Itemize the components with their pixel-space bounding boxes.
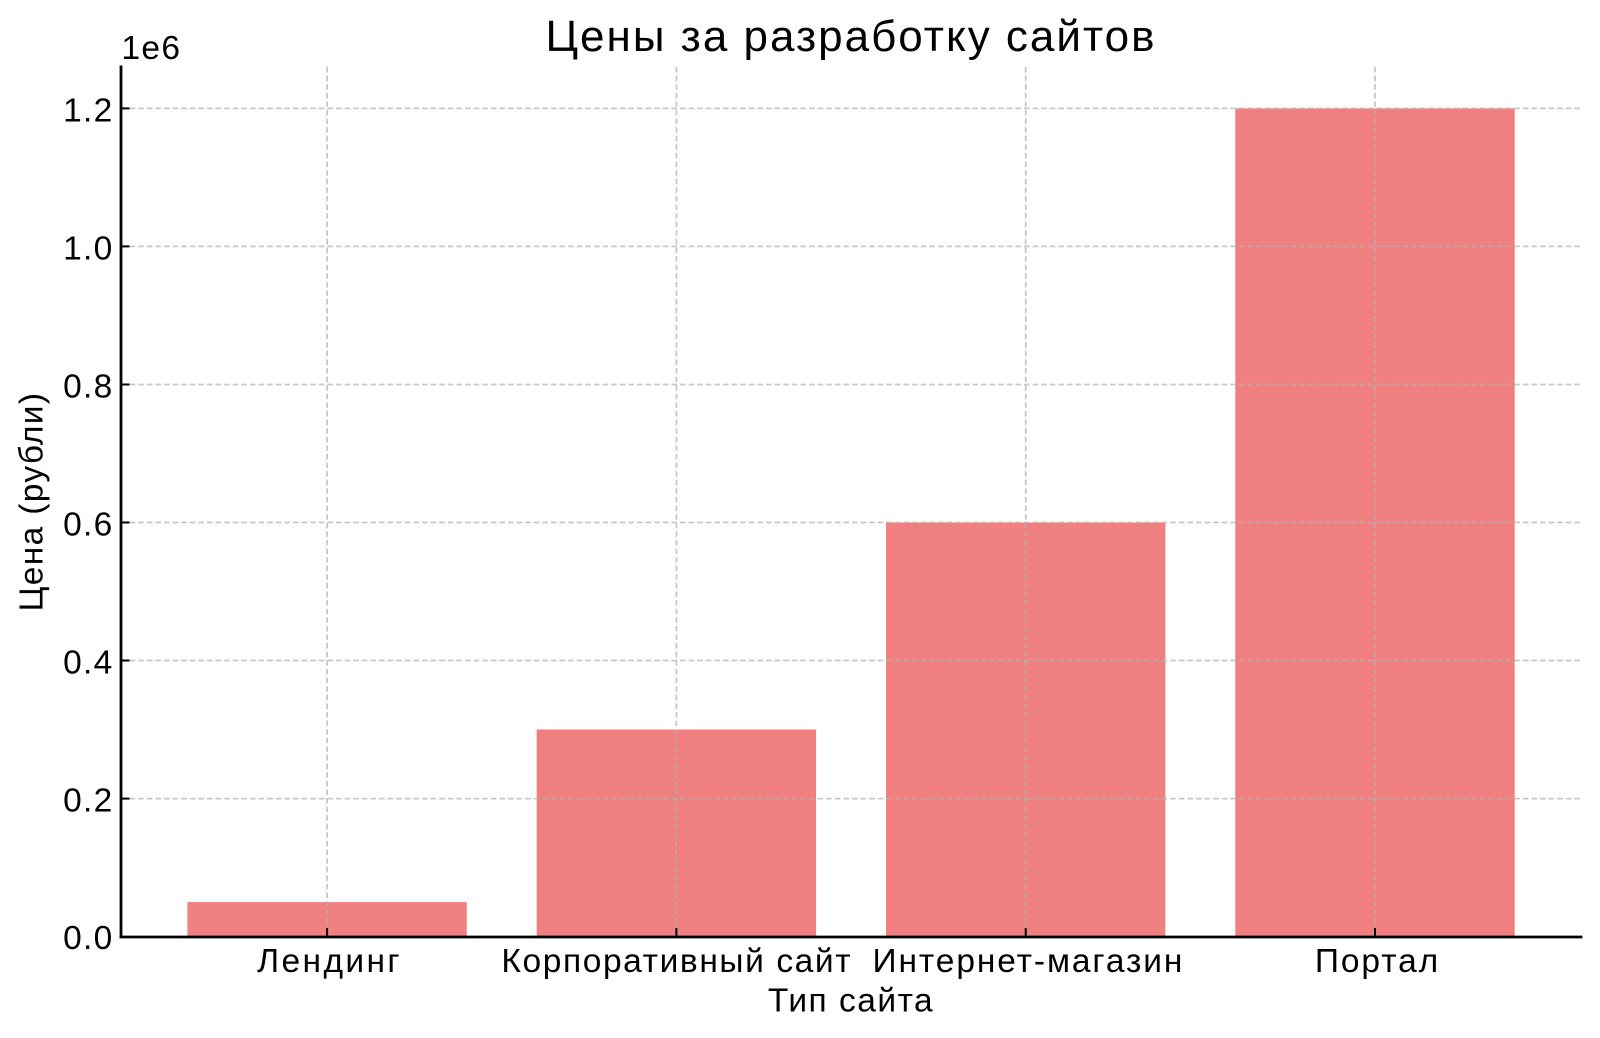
svg-text:0.4: 0.4 (63, 645, 113, 682)
svg-text:0.2: 0.2 (63, 783, 113, 820)
svg-text:1.0: 1.0 (63, 230, 113, 267)
svg-text:Корпоративный сайт: Корпоративный сайт (501, 943, 852, 980)
svg-text:Лендинг: Лендинг (257, 943, 402, 980)
svg-text:1e6: 1e6 (122, 30, 182, 67)
svg-text:0.8: 0.8 (63, 369, 113, 406)
svg-text:Цены за разработку сайтов: Цены за разработку сайтов (546, 12, 1157, 61)
svg-text:0.0: 0.0 (63, 920, 113, 957)
svg-text:Портал: Портал (1315, 943, 1440, 980)
svg-text:1.2: 1.2 (63, 92, 113, 129)
svg-text:Интернет-магазин: Интернет-магазин (873, 943, 1185, 980)
svg-text:Тип сайта: Тип сайта (768, 983, 934, 1020)
svg-text:0.6: 0.6 (63, 507, 113, 544)
svg-text:Цена (рубли): Цена (рубли) (13, 392, 50, 612)
